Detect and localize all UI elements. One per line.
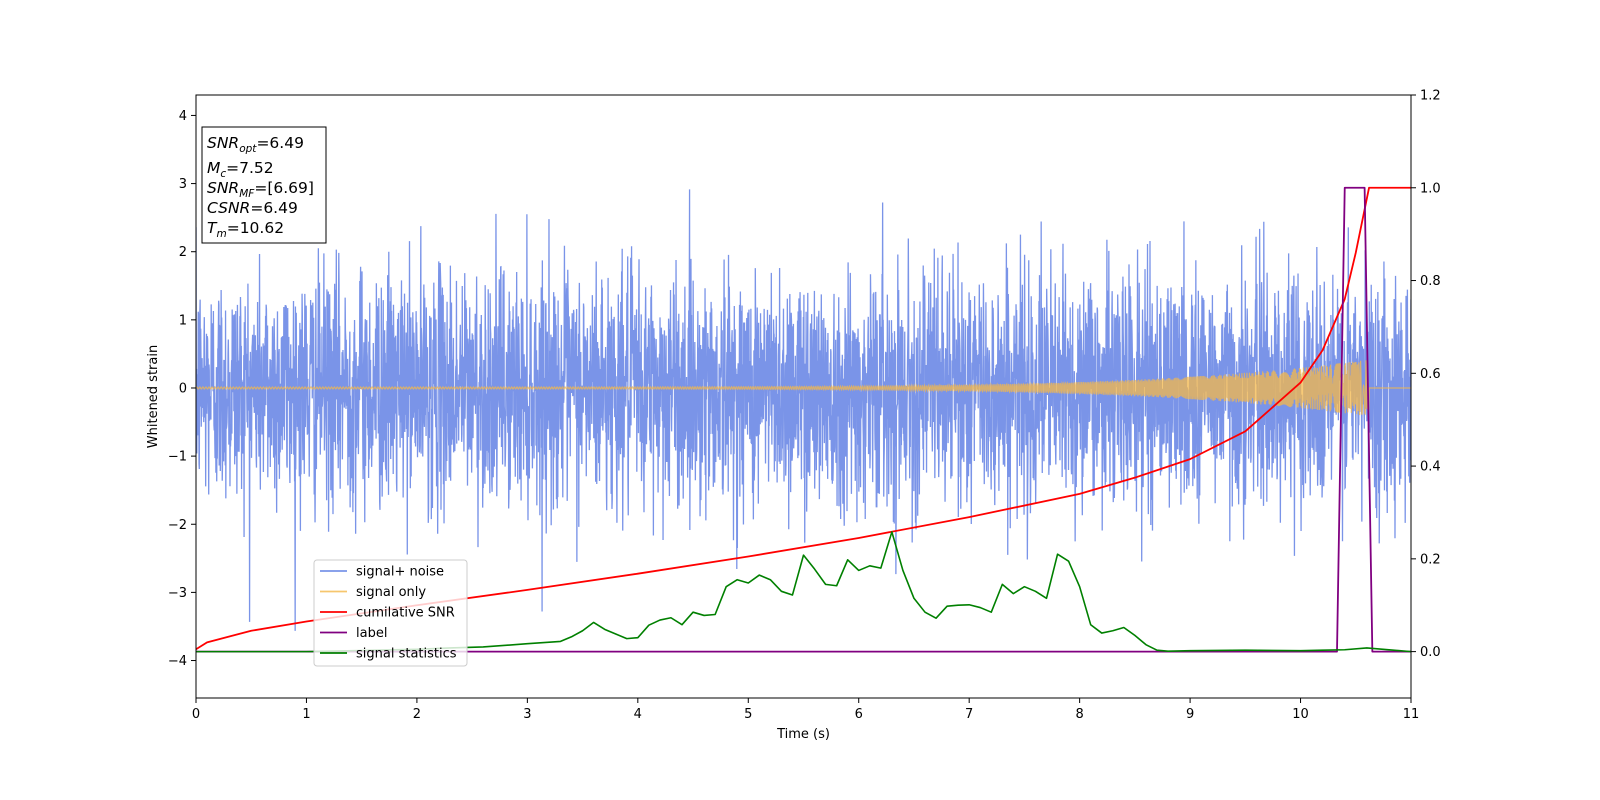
y-tick-label: 0: [179, 381, 187, 396]
x-axis-label: Time (s): [776, 727, 830, 742]
series-signal-noise: [196, 189, 1411, 631]
legend-frame: [313, 559, 468, 667]
x-tick-label: 11: [1403, 707, 1420, 722]
y2-tick-label: 0.4: [1420, 460, 1441, 475]
legend-item-signal-noise: signal+ noise: [320, 565, 444, 580]
x-tick-label: 6: [855, 707, 863, 722]
legend-label: signal only: [356, 585, 426, 600]
legend-label: label: [356, 626, 387, 641]
x-tick-label: 1: [302, 707, 310, 722]
series-label: [196, 186, 1411, 653]
legend-item-cumulative-snr: cumilative SNR: [320, 606, 455, 621]
y-tick-label: 1: [179, 313, 187, 328]
x-tick-label: 7: [965, 707, 973, 722]
info-mc: Mc=7.52: [207, 159, 274, 180]
info-snr-mf: SNRMF=[6.69]: [207, 179, 314, 200]
y-tick-label: −1: [168, 450, 187, 465]
y-tick-label: −2: [168, 518, 187, 533]
info-snr-opt: SNRopt=6.49: [207, 134, 304, 155]
y2-tick-label: 0.8: [1420, 274, 1441, 289]
series-signal-statistics: [196, 531, 1411, 653]
y2-tick-label: 0.2: [1420, 552, 1441, 567]
x-tick-label: 8: [1075, 707, 1083, 722]
axes: 0 1 2 3 4 5 6 7 8 9 10 1143210−1−2−3−41.21.00.80.60…: [146, 89, 1441, 743]
y-tick-label: 2: [179, 245, 187, 260]
x-tick-label: 3: [523, 707, 531, 722]
legend-label: signal statistics: [356, 647, 457, 662]
y-tick-label: 4: [179, 109, 187, 124]
info-box-frame: [201, 126, 327, 244]
legend-label: signal+ noise: [356, 565, 444, 580]
legend-item-signal-only: signal only: [320, 585, 426, 600]
x-tick-label: 2: [413, 707, 421, 722]
plot-frame: [195, 94, 1412, 699]
y2-tick-label: 0.0: [1420, 645, 1441, 660]
x-tick-label: 0: [192, 707, 200, 722]
x-tick-label: 4: [634, 707, 642, 722]
legend: signal+ noise signal only cumilative SNR la…: [313, 559, 468, 667]
y-axis-label: Whitened strain: [146, 345, 161, 448]
y-tick-label: 3: [179, 177, 187, 192]
y-tick-label: −3: [168, 586, 187, 601]
x-tick-label: 9: [1186, 707, 1194, 722]
x-tick-label: 10: [1292, 707, 1309, 722]
x-tick-label: 5: [744, 707, 752, 722]
info-tm: Tm=10.62: [207, 219, 284, 240]
y2-tick-label: 0.6: [1420, 367, 1441, 382]
y2-tick-label: 1.0: [1420, 181, 1441, 196]
y-tick-label: −4: [168, 654, 187, 669]
series-signal-only: [196, 360, 1411, 416]
legend-item-label: label: [320, 626, 387, 641]
legend-label: cumilative SNR: [356, 606, 455, 621]
legend-item-signal-statistics: signal statistics: [320, 647, 457, 662]
info-csnr: CSNR=6.49: [207, 199, 298, 217]
y2-tick-label: 1.2: [1420, 89, 1441, 104]
